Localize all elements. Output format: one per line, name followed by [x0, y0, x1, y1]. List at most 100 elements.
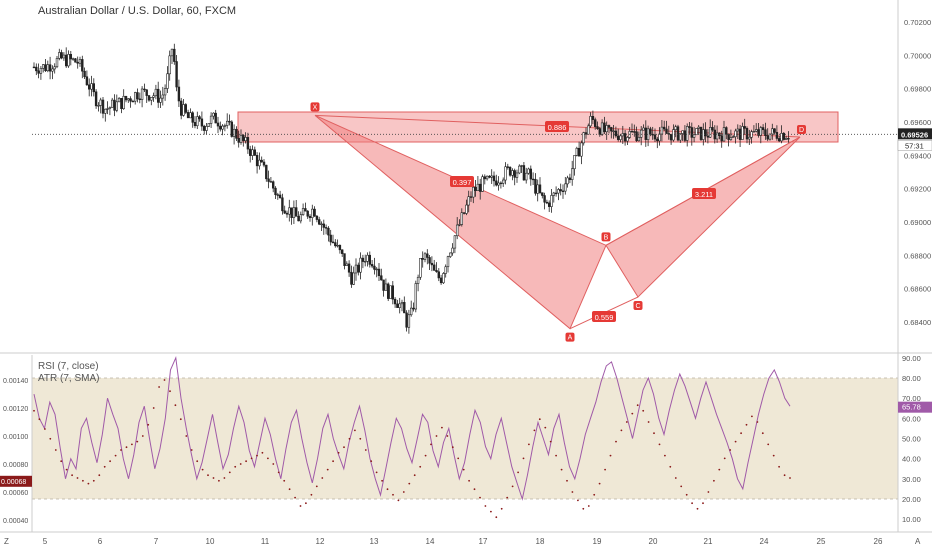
candle-body	[412, 307, 415, 310]
candle-body	[159, 97, 162, 103]
candle-body	[393, 298, 397, 305]
rsi-line	[33, 355, 791, 501]
atr-dot	[136, 440, 139, 443]
candle-body	[377, 268, 381, 277]
atr-dot	[511, 485, 514, 488]
candle-body	[787, 138, 790, 140]
candle-body	[748, 136, 751, 140]
candle-body	[623, 133, 627, 142]
atr-dot	[446, 435, 449, 437]
candle-body	[274, 187, 277, 195]
atr-dot	[598, 482, 601, 485]
candle-body	[736, 128, 740, 132]
atr-dot	[364, 449, 367, 451]
atr-dot	[267, 457, 269, 460]
candle-body	[449, 252, 452, 257]
candle-body	[92, 83, 96, 93]
candle-body	[81, 59, 84, 72]
candle-body	[492, 175, 496, 182]
candle-body	[386, 283, 390, 299]
price-tick-label: 0.68400	[904, 318, 931, 327]
candle-body	[435, 270, 438, 273]
candle-body	[688, 126, 691, 128]
candle-body	[76, 61, 79, 64]
candle-body	[322, 223, 325, 228]
candle-body	[288, 207, 291, 215]
atr-dot	[718, 468, 721, 471]
atr-dot	[125, 446, 128, 449]
candle-body	[285, 212, 289, 215]
atr-dot	[528, 443, 530, 446]
candle-body	[209, 115, 213, 124]
candle-body	[635, 131, 638, 142]
candle-body	[320, 223, 323, 226]
candle-body	[552, 192, 556, 196]
atr-indicator-label[interactable]: ATR (7, SMA)	[38, 373, 100, 384]
atr-dot	[196, 460, 199, 463]
candle-body	[389, 285, 392, 299]
atr-dot	[490, 510, 492, 513]
ratio-label: 0.559	[595, 313, 614, 322]
price-tick-label: 0.68600	[904, 285, 931, 294]
candle-body	[545, 201, 549, 204]
price-tick-label: 0.70200	[904, 18, 931, 27]
candle-body	[67, 54, 70, 67]
candle-body	[529, 168, 533, 180]
candle-body	[593, 119, 597, 127]
candle-body	[557, 189, 560, 194]
candle-body	[630, 131, 634, 133]
candle-body	[60, 52, 63, 59]
atr-dot	[76, 477, 79, 479]
candle-body	[373, 265, 376, 270]
atr-dot	[381, 479, 383, 482]
rsi-current-value: 65.78	[902, 403, 921, 412]
candle-body	[759, 127, 763, 136]
atr-dot	[653, 432, 655, 435]
candle-body	[775, 132, 779, 139]
atr-dot	[631, 412, 634, 415]
price-tick-label: 0.69400	[904, 151, 931, 160]
candle-body	[610, 127, 613, 132]
candle-body	[522, 165, 526, 181]
atr-dot	[288, 488, 291, 491]
atr-dot	[462, 468, 465, 471]
ratio-badge	[450, 176, 474, 187]
candle-body	[453, 235, 457, 249]
atr-dot	[201, 468, 204, 471]
ratio-label: 0.886	[548, 123, 567, 132]
atr-dot	[315, 485, 318, 488]
atr-dot	[82, 479, 84, 482]
candle-body	[665, 128, 668, 134]
candle-body	[65, 54, 68, 67]
candle-body	[403, 302, 406, 314]
atr-dot	[761, 432, 764, 435]
candle-body	[568, 177, 572, 180]
atr-dot	[484, 505, 487, 507]
candle-body	[649, 128, 652, 135]
atr-dot	[375, 471, 378, 474]
atr-dot	[250, 457, 253, 460]
atr-dot	[413, 474, 416, 477]
candle-body	[182, 104, 185, 116]
candle-body	[48, 64, 52, 72]
candle-body	[147, 95, 151, 101]
candle-body	[327, 227, 330, 236]
candle-body	[561, 190, 565, 193]
atr-dot	[506, 496, 509, 499]
atr-dot	[174, 404, 177, 407]
candle-body	[416, 276, 420, 284]
candle-body	[761, 127, 765, 131]
candle-body	[462, 212, 466, 214]
candle-body	[198, 116, 201, 120]
atr-dot	[163, 379, 166, 381]
candle-body	[603, 122, 606, 133]
candle-body	[626, 137, 629, 142]
atr-dot	[751, 415, 753, 418]
time-tick-label: 7	[154, 537, 159, 546]
time-tick-label: 20	[649, 537, 658, 546]
candle-body	[536, 184, 539, 194]
rsi-indicator-label[interactable]: RSI (7, close)	[38, 361, 99, 372]
atr-dot	[343, 446, 345, 449]
candle-body	[469, 196, 473, 198]
